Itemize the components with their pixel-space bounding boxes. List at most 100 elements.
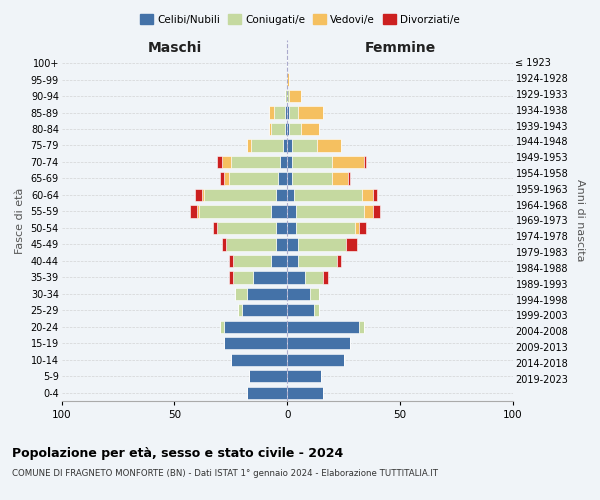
Bar <box>287 90 289 102</box>
Bar <box>197 205 199 218</box>
Y-axis label: Fasce di età: Fasce di età <box>15 188 25 254</box>
Bar <box>271 205 287 218</box>
Bar <box>287 320 359 333</box>
Bar <box>276 222 287 234</box>
Legend: Celibi/Nubili, Coniugati/e, Vedovi/e, Divorziati/e: Celibi/Nubili, Coniugati/e, Vedovi/e, Di… <box>136 10 464 29</box>
Bar <box>287 140 292 151</box>
Bar <box>287 337 350 349</box>
Bar <box>242 304 287 316</box>
Bar <box>224 320 287 333</box>
Bar <box>283 140 287 151</box>
Bar <box>224 172 229 184</box>
Bar <box>287 354 344 366</box>
Bar <box>289 106 298 118</box>
Bar <box>249 370 287 382</box>
Bar <box>190 205 197 218</box>
Bar <box>287 189 294 201</box>
Bar <box>220 320 224 333</box>
Bar <box>359 320 364 333</box>
Bar <box>287 74 289 86</box>
Bar <box>305 271 323 283</box>
Bar <box>289 90 301 102</box>
Bar <box>373 189 377 201</box>
Bar <box>292 172 332 184</box>
Bar <box>253 271 287 283</box>
Bar <box>235 288 247 300</box>
Bar <box>332 172 348 184</box>
Bar <box>287 370 321 382</box>
Bar <box>229 271 233 283</box>
Text: Popolazione per età, sesso e stato civile - 2024: Popolazione per età, sesso e stato civil… <box>12 448 343 460</box>
Bar <box>222 238 226 250</box>
Bar <box>199 205 271 218</box>
Bar <box>229 254 233 267</box>
Bar <box>269 123 271 135</box>
Bar <box>285 106 287 118</box>
Bar <box>195 189 202 201</box>
Bar <box>314 304 319 316</box>
Bar <box>364 205 373 218</box>
Bar <box>301 123 319 135</box>
Bar <box>289 123 301 135</box>
Bar <box>238 304 242 316</box>
Bar <box>271 123 285 135</box>
Bar <box>346 238 357 250</box>
Bar <box>355 222 359 234</box>
Bar <box>217 222 276 234</box>
Bar <box>298 254 337 267</box>
Bar <box>271 254 287 267</box>
Bar <box>224 337 287 349</box>
Bar <box>274 106 285 118</box>
Bar <box>287 304 314 316</box>
Bar <box>276 189 287 201</box>
Bar <box>296 205 364 218</box>
Bar <box>222 156 231 168</box>
Bar <box>287 205 296 218</box>
Bar <box>226 238 276 250</box>
Bar <box>294 189 362 201</box>
Bar <box>247 288 287 300</box>
Text: Maschi: Maschi <box>148 41 202 55</box>
Text: COMUNE DI FRAGNETO MONFORTE (BN) - Dati ISTAT 1° gennaio 2024 - Elaborazione TUT: COMUNE DI FRAGNETO MONFORTE (BN) - Dati … <box>12 469 438 478</box>
Bar <box>247 140 251 151</box>
Bar <box>287 123 289 135</box>
Bar <box>310 288 319 300</box>
Bar <box>287 288 310 300</box>
Bar <box>278 172 287 184</box>
Bar <box>269 106 274 118</box>
Bar <box>362 189 373 201</box>
Bar <box>220 172 224 184</box>
Bar <box>323 271 328 283</box>
Bar <box>348 172 350 184</box>
Bar <box>202 189 204 201</box>
Bar <box>285 90 287 102</box>
Bar <box>287 106 289 118</box>
Y-axis label: Anni di nascita: Anni di nascita <box>575 179 585 262</box>
Bar <box>287 386 323 399</box>
Bar <box>296 222 355 234</box>
Bar <box>292 140 317 151</box>
Bar <box>298 238 346 250</box>
Bar <box>298 106 323 118</box>
Bar <box>287 254 298 267</box>
Bar <box>251 140 283 151</box>
Bar <box>247 386 287 399</box>
Bar <box>233 271 253 283</box>
Bar <box>373 205 380 218</box>
Bar <box>213 222 217 234</box>
Bar <box>287 222 296 234</box>
Bar <box>359 222 366 234</box>
Bar <box>337 254 341 267</box>
Bar <box>292 156 332 168</box>
Bar <box>332 156 364 168</box>
Bar <box>287 156 292 168</box>
Bar <box>364 156 366 168</box>
Bar <box>231 156 280 168</box>
Bar <box>276 238 287 250</box>
Bar <box>231 354 287 366</box>
Bar <box>317 140 341 151</box>
Bar <box>287 172 292 184</box>
Bar <box>287 271 305 283</box>
Bar <box>204 189 276 201</box>
Bar <box>287 238 298 250</box>
